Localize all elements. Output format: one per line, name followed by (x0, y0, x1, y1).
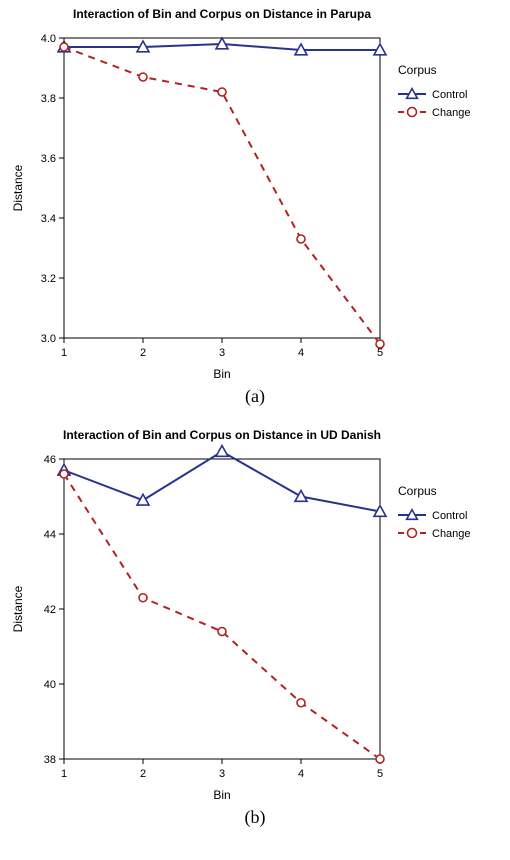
series-marker-control (295, 491, 307, 502)
panel-b: Interaction of Bin and Corpus on Distanc… (0, 421, 510, 801)
figure-container: Interaction of Bin and Corpus on Distanc… (0, 0, 510, 842)
y-axis-label: Distance (11, 585, 25, 632)
series-marker-control (216, 446, 228, 457)
legend-marker (408, 529, 417, 538)
y-axis-label: Distance (11, 164, 25, 211)
chart-title: Interaction of Bin and Corpus on Distanc… (73, 7, 371, 21)
series-marker-change (218, 88, 226, 96)
x-tick-label: 3 (219, 768, 225, 780)
legend-label: Control (432, 89, 467, 101)
series-line-control (64, 452, 380, 512)
caption-a: (a) (245, 386, 265, 407)
legend-label: Control (432, 510, 467, 522)
y-tick-label: 38 (44, 754, 56, 766)
legend-title: Corpus (398, 484, 437, 498)
series-marker-change (376, 340, 384, 348)
series-marker-change (60, 470, 68, 478)
x-tick-label: 2 (140, 347, 146, 359)
legend-marker (408, 108, 417, 117)
series-line-change (64, 474, 380, 759)
legend-label: Change (432, 528, 471, 540)
series-marker-change (139, 73, 147, 81)
y-tick-label: 44 (44, 529, 56, 541)
x-tick-label: 3 (219, 347, 225, 359)
y-tick-label: 46 (44, 454, 56, 466)
legend-label: Change (432, 107, 471, 119)
y-tick-label: 4.0 (41, 33, 56, 45)
x-tick-label: 1 (61, 347, 67, 359)
series-marker-change (297, 699, 305, 707)
y-tick-label: 40 (44, 679, 56, 691)
y-tick-label: 3.6 (41, 153, 56, 165)
x-tick-label: 2 (140, 768, 146, 780)
x-tick-label: 1 (61, 768, 67, 780)
panel-a: Interaction of Bin and Corpus on Distanc… (0, 0, 510, 380)
legend-title: Corpus (398, 63, 437, 77)
chart-title: Interaction of Bin and Corpus on Distanc… (63, 428, 381, 442)
x-axis-label: Bin (213, 367, 230, 380)
y-tick-label: 3.8 (41, 93, 56, 105)
caption-b: (b) (245, 807, 266, 828)
chart-b-svg: Interaction of Bin and Corpus on Distanc… (0, 421, 510, 801)
chart-a-svg: Interaction of Bin and Corpus on Distanc… (0, 0, 510, 380)
x-tick-label: 5 (377, 768, 383, 780)
x-tick-label: 4 (298, 347, 304, 359)
plot-box (64, 459, 380, 759)
series-marker-change (297, 235, 305, 243)
y-tick-label: 3.4 (41, 213, 56, 225)
y-tick-label: 42 (44, 604, 56, 616)
x-tick-label: 4 (298, 768, 304, 780)
series-marker-change (60, 43, 68, 51)
series-marker-change (139, 594, 147, 602)
y-tick-label: 3.0 (41, 333, 56, 345)
x-axis-label: Bin (213, 788, 230, 801)
series-marker-change (218, 628, 226, 636)
series-marker-change (376, 755, 384, 763)
y-tick-label: 3.2 (41, 273, 56, 285)
plot-box (64, 38, 380, 338)
